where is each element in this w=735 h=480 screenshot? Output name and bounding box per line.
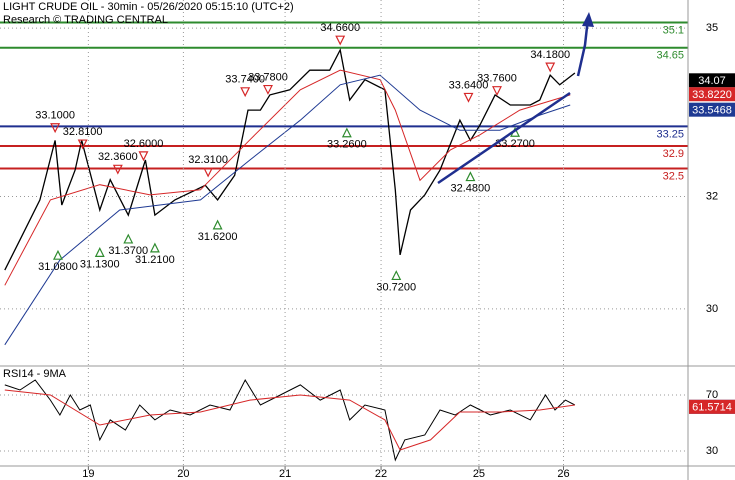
pivot-marker	[335, 35, 346, 46]
pivot-marker	[52, 249, 63, 260]
pivot-label: 33.7400	[225, 74, 265, 86]
pivot-marker	[465, 171, 476, 182]
chart-subtitle: Research © TRADING CENTRAL	[3, 14, 168, 26]
pivot-marker	[263, 84, 273, 95]
pivot-label: 31.3700	[108, 245, 148, 257]
price-tag	[689, 87, 735, 102]
level-label: 34.65	[656, 50, 684, 62]
pivot-label: 34.1800	[530, 49, 570, 61]
price-tag	[689, 73, 735, 88]
forecast-arrowhead	[582, 12, 594, 27]
y-tick-label: 30	[706, 445, 718, 457]
pivot-label: 34.6600	[320, 22, 360, 34]
rsi-title: RSI14 - 9MA	[3, 368, 67, 380]
pivot-label: 31.1300	[80, 258, 120, 270]
level-label: 35.1	[663, 24, 684, 36]
pivot-marker	[149, 242, 160, 253]
pivot-label: 32.8100	[63, 126, 103, 138]
price-tag	[689, 399, 735, 414]
pivot-marker	[212, 219, 223, 230]
trend-line	[437, 91, 571, 185]
x-tick-label: 20	[177, 468, 189, 480]
pivot-marker	[545, 62, 556, 73]
pivot-label: 30.7200	[376, 281, 416, 293]
pivot-label: 33.1000	[35, 110, 75, 122]
price-tag-label: 61.5714	[692, 402, 732, 414]
pivot-marker	[138, 151, 149, 162]
pivot-label: 31.0800	[38, 261, 78, 273]
x-tick-label: 22	[375, 468, 387, 480]
pivot-marker	[203, 167, 214, 178]
series-line	[4, 69, 571, 286]
y-tick-label: 70	[706, 389, 718, 401]
pivot-label: 33.7800	[248, 71, 288, 83]
price-tag	[689, 102, 735, 117]
price-tag-label: 34.07	[698, 75, 726, 87]
pivot-label: 33.7600	[477, 73, 517, 85]
pivot-label: 31.2100	[135, 254, 175, 266]
y-tick-label: 30	[706, 303, 718, 315]
pivot-label: 33.2600	[327, 139, 367, 151]
x-tick-label: 19	[82, 468, 94, 480]
pivot-marker	[94, 247, 105, 257]
price-tag-label: 33.5468	[692, 105, 732, 117]
pivot-label: 32.4800	[451, 182, 491, 194]
y-tick-label: 35	[706, 22, 718, 34]
pivot-label: 33.6400	[449, 79, 489, 91]
pivot-marker	[391, 270, 402, 281]
y-tick-label: 32	[706, 190, 718, 202]
pivot-marker	[492, 86, 502, 97]
x-tick-label: 25	[473, 468, 485, 480]
pivot-marker	[50, 123, 61, 134]
x-tick-label: 26	[557, 468, 569, 480]
price-tag-label: 33.8220	[692, 89, 732, 101]
pivot-label: 32.6000	[124, 138, 164, 150]
series-line	[4, 74, 571, 346]
level-label: 32.5	[663, 170, 684, 182]
series-line	[4, 389, 575, 451]
chart-title: LIGHT CRUDE OIL - 30min - 05/26/2020 05:…	[3, 1, 294, 13]
pivot-marker	[341, 127, 352, 138]
pivot-marker	[112, 164, 123, 175]
pivot-marker	[77, 139, 88, 150]
pivot-marker	[123, 233, 134, 244]
pivot-label: 31.6200	[198, 231, 238, 243]
level-label: 32.9	[663, 148, 684, 160]
level-label: 33.25	[656, 128, 684, 140]
pivot-label: 33.2700	[495, 138, 535, 150]
x-tick-label: 21	[279, 468, 291, 480]
pivot-label: 32.3600	[98, 151, 138, 163]
pivot-marker	[463, 92, 474, 103]
forecast-arrow	[576, 17, 590, 77]
pivot-label: 32.3100	[188, 154, 228, 166]
pivot-marker	[240, 87, 251, 98]
